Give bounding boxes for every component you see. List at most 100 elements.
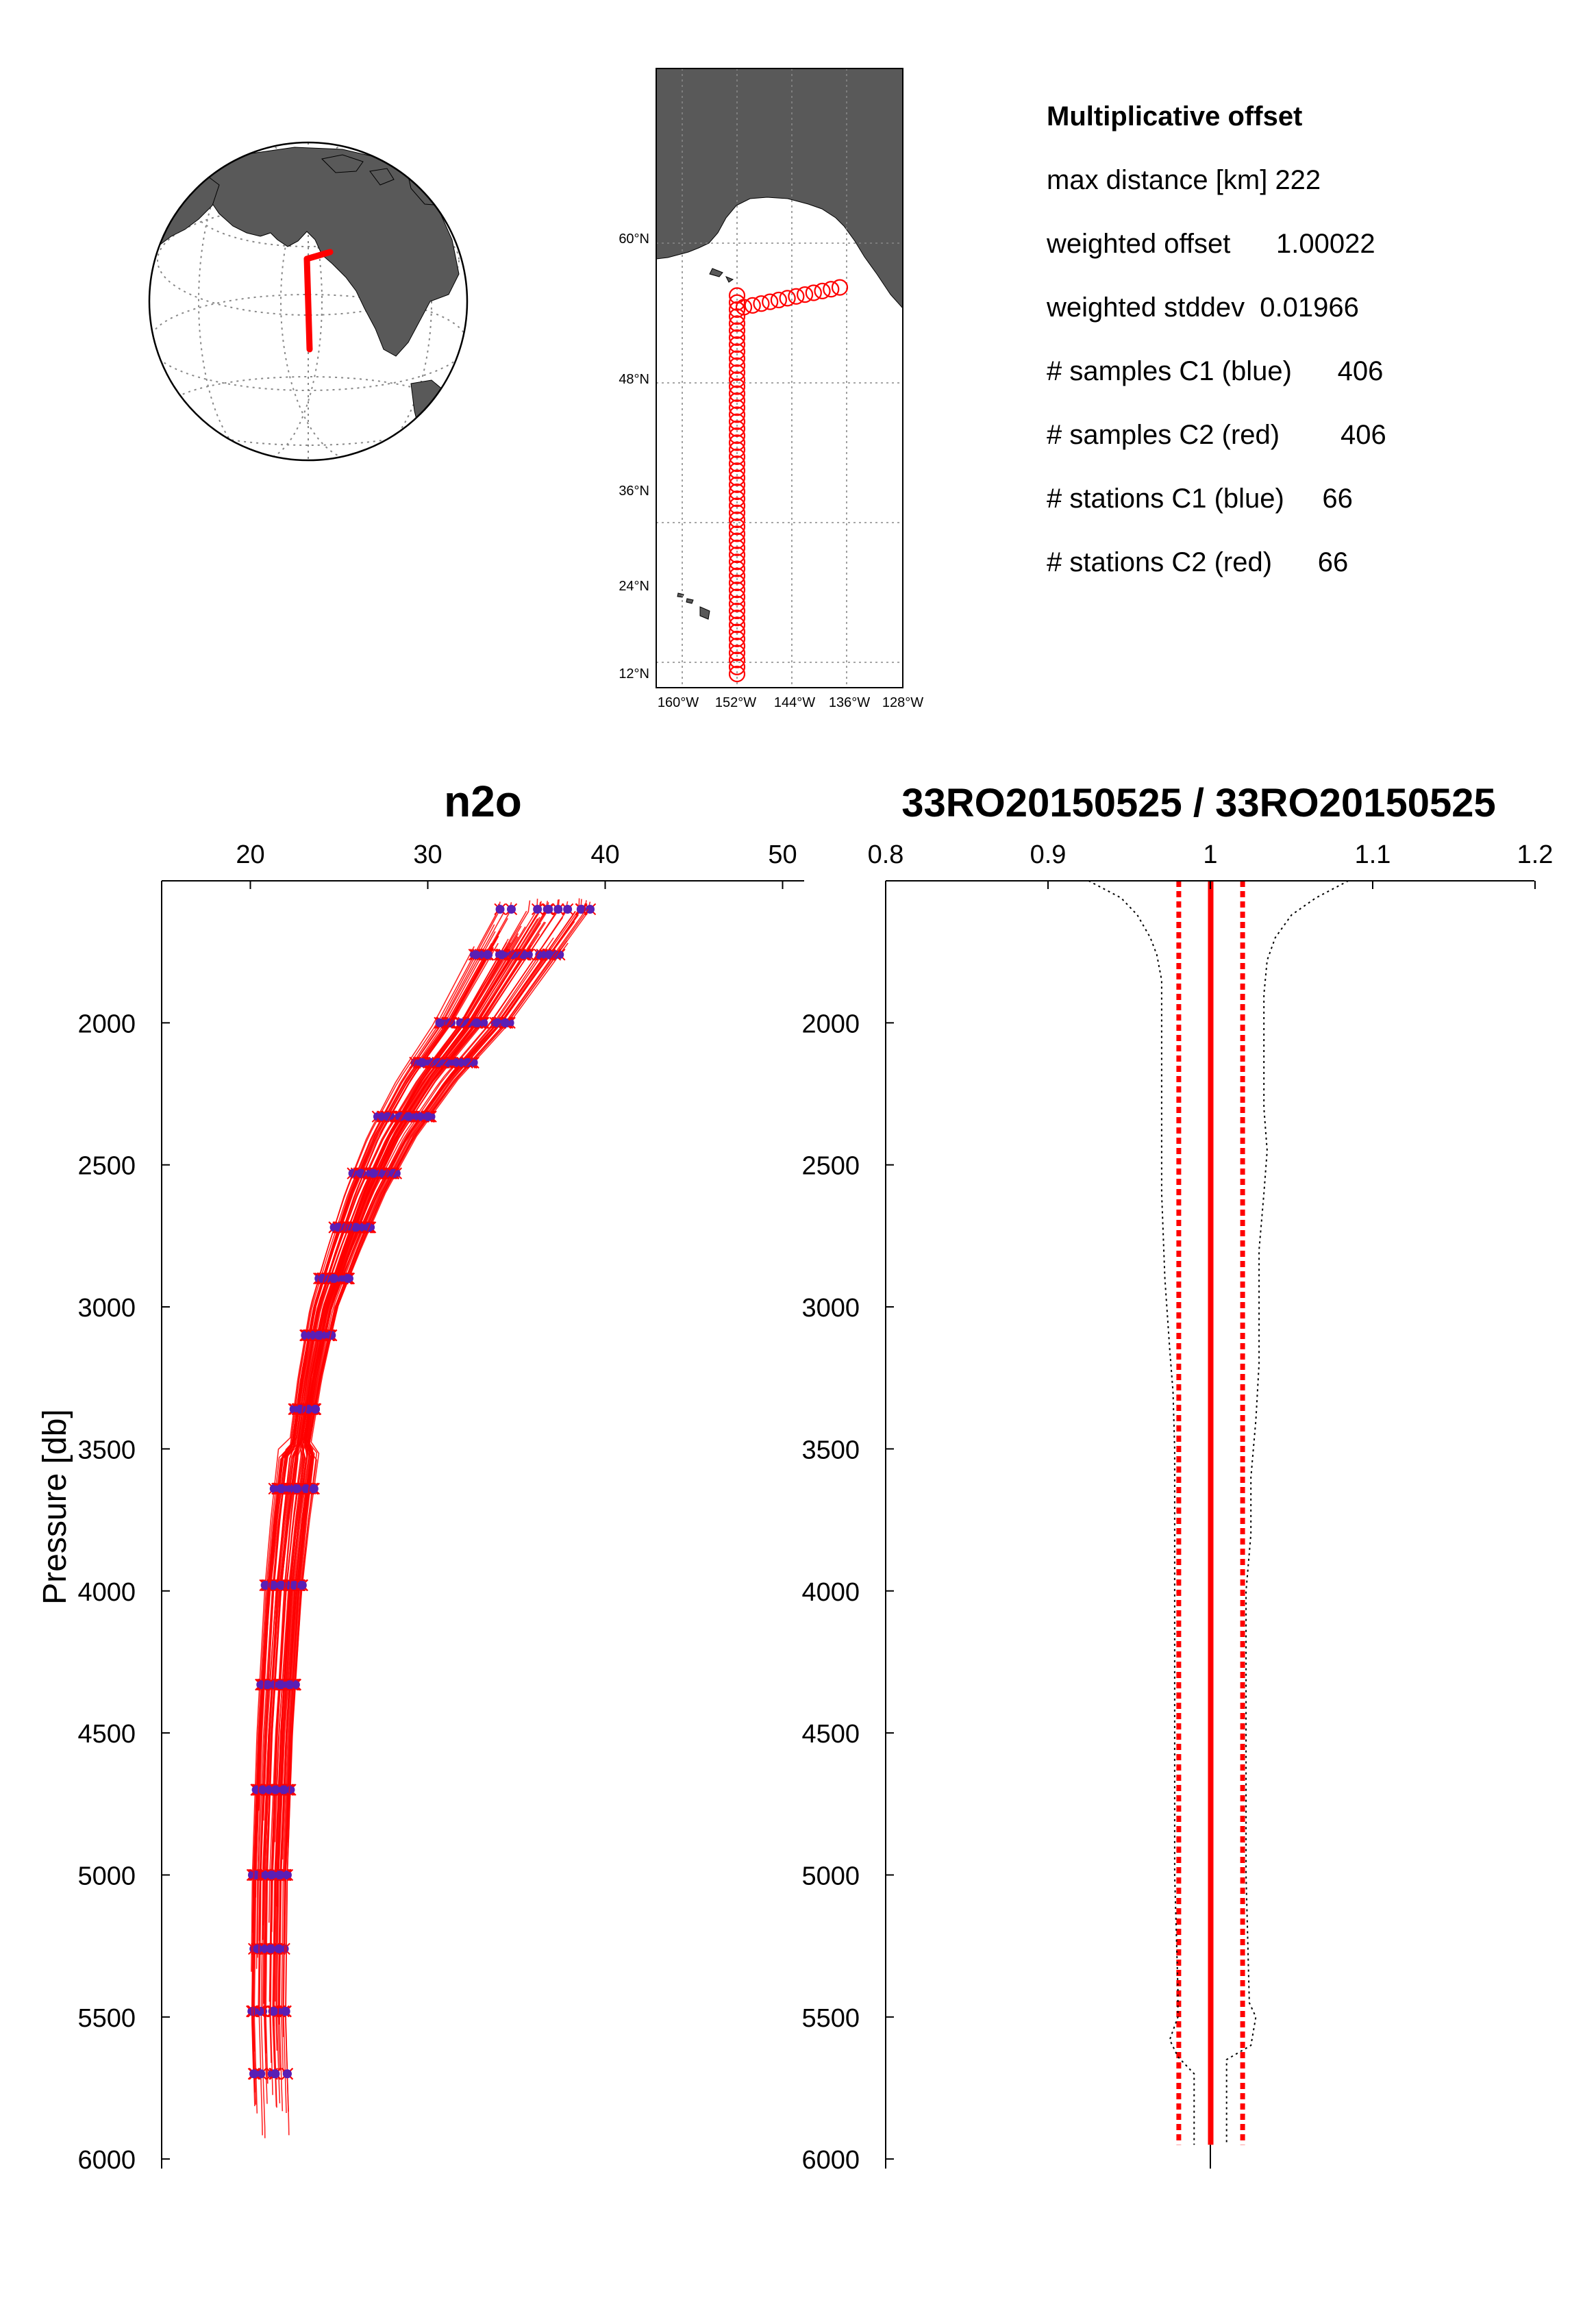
- map-station-marker: [728, 553, 746, 571]
- globe-map: [148, 141, 469, 462]
- stats-stations-c1: # stations C1 (blue) 66: [1047, 484, 1353, 514]
- map-station-marker: [788, 288, 805, 305]
- n2o-profile-line: [284, 908, 582, 1953]
- n2o-profile-line: [282, 938, 531, 1860]
- map-station-marker: [728, 645, 746, 662]
- map-station-marker: [728, 490, 746, 508]
- map-station-marker: [728, 595, 746, 612]
- map-alaska: [656, 68, 903, 309]
- map-lat-label: 12°N: [619, 666, 649, 682]
- y-tick-label: 5500: [801, 2004, 860, 2033]
- n2o-sample-point: [266, 1944, 275, 1953]
- y-tick-label: 2500: [77, 1152, 136, 1181]
- map-lat-label: 36°N: [619, 484, 649, 499]
- map-station-marker: [728, 637, 746, 655]
- map-lat-labels: 60°N 48°N 36°N 24°N 12°N: [619, 232, 649, 682]
- n2o-sample-point: [249, 2007, 258, 2016]
- y-tick-label: 5500: [77, 2004, 136, 2033]
- x-tick-label: 40: [590, 840, 619, 869]
- y-tick-label: 4000: [801, 1578, 860, 1607]
- map-station-marker: [770, 291, 788, 309]
- ratio-envelope-low-line: [1088, 880, 1195, 2145]
- n2o-sample-point: [501, 1018, 510, 1027]
- map-station-marker: [728, 364, 746, 382]
- n2o-sample-point: [266, 1870, 276, 1879]
- y-tick-label: 3000: [801, 1294, 860, 1323]
- map-station-marker: [728, 434, 746, 451]
- map-station-marker: [728, 546, 746, 564]
- map-frame: [656, 68, 903, 688]
- x-tick-label: 30: [413, 840, 442, 869]
- stats-max-distance: max distance [km] 222: [1047, 165, 1321, 195]
- n2o-sample-point: [249, 2069, 258, 2079]
- map-lon-label: 144°W: [774, 695, 815, 710]
- n2o-sample-point: [471, 950, 481, 960]
- ratio-axes: 2000 2500 3000 3500 4000 4500 5000 5500 6000 0.8 0…: [801, 840, 1553, 2175]
- map-station-marker: [728, 343, 746, 360]
- map-station-marker: [728, 448, 746, 465]
- map-station-marker: [728, 357, 746, 374]
- n2o-sample-point: [418, 1058, 427, 1067]
- globe-south-america: [410, 379, 460, 460]
- map-station-marker: [762, 293, 779, 310]
- map-aleutians: [709, 268, 734, 283]
- map-station-marker: [728, 525, 746, 542]
- map-lat-label: 24°N: [619, 579, 649, 594]
- n2o-sample-point: [389, 1168, 399, 1178]
- n2o-sample-point: [276, 1580, 286, 1590]
- n2o-profile-line: [273, 902, 549, 2107]
- n2o-profile-line: [272, 899, 538, 1865]
- map-lat-label: 48°N: [619, 372, 649, 387]
- map-station-marker: [728, 315, 746, 332]
- stats-samples-c1: # samples C1 (blue) 406: [1047, 356, 1384, 386]
- map-station-marker: [735, 299, 753, 316]
- n2o-sample-point: [563, 904, 573, 914]
- n2o-sample-point: [262, 1680, 272, 1690]
- stats-title: Multiplicative offset: [1047, 101, 1303, 132]
- n2o-sample-point: [553, 904, 563, 914]
- ratio-chart-title: 33RO20150525 / 33RO20150525: [901, 781, 1495, 825]
- map-station-marker: [728, 574, 746, 592]
- map-station-marker: [728, 455, 746, 473]
- n2o-sample-point: [282, 2069, 292, 2079]
- map-station-marker: [728, 623, 746, 640]
- n2o-sample-point: [351, 1223, 361, 1232]
- map-station-marker: [814, 282, 831, 299]
- n2o-profile-line: [263, 924, 495, 2004]
- n2o-sample-point: [327, 1331, 336, 1340]
- map-lon-label: 152°W: [715, 695, 756, 710]
- n2o-sample-point: [275, 1680, 285, 1690]
- n2o-sample-point: [544, 904, 553, 914]
- map-station-marker: [728, 610, 746, 627]
- n2o-sample-point: [279, 1785, 288, 1795]
- map-station-marker: [753, 295, 770, 312]
- n2o-sample-point: [483, 950, 492, 960]
- map-lat-label: 60°N: [619, 232, 649, 247]
- offset-stats-panel: Multiplicative offset max distance [km] …: [1047, 96, 1567, 605]
- map-station-marker: [728, 469, 746, 486]
- map-station-marker: [728, 322, 746, 339]
- map-station-marker: [728, 301, 746, 318]
- n2o-chart-title: n2o: [444, 777, 522, 826]
- map-station-marker: [728, 630, 746, 647]
- map-station-marker: [728, 406, 746, 423]
- n2o-sample-point: [472, 1018, 482, 1027]
- globe-track-zonal: [303, 249, 334, 262]
- n2o-profile-line: [258, 918, 508, 2010]
- n2o-sample-point: [269, 2007, 278, 2016]
- map-station-marker: [728, 504, 746, 521]
- y-tick-label: 2500: [801, 1152, 860, 1181]
- map-station-marker: [779, 290, 796, 307]
- x-tick-label: 1.1: [1355, 840, 1391, 869]
- n2o-sample-point: [309, 1484, 319, 1493]
- globe-track-meridional: [303, 255, 313, 353]
- ratio-envelope-high-line: [1225, 880, 1349, 2145]
- stats-stations-c2: # stations C2 (red) 66: [1047, 547, 1349, 577]
- n2o-sample-point: [348, 1168, 358, 1178]
- n2o-sample-point: [383, 1112, 392, 1121]
- n2o-sample-point: [271, 2069, 280, 2079]
- n2o-sample-point: [281, 2007, 290, 2016]
- n2o-profile-line: [273, 914, 544, 1971]
- n2o-sample-point: [285, 1680, 295, 1690]
- map-station-marker: [796, 286, 814, 303]
